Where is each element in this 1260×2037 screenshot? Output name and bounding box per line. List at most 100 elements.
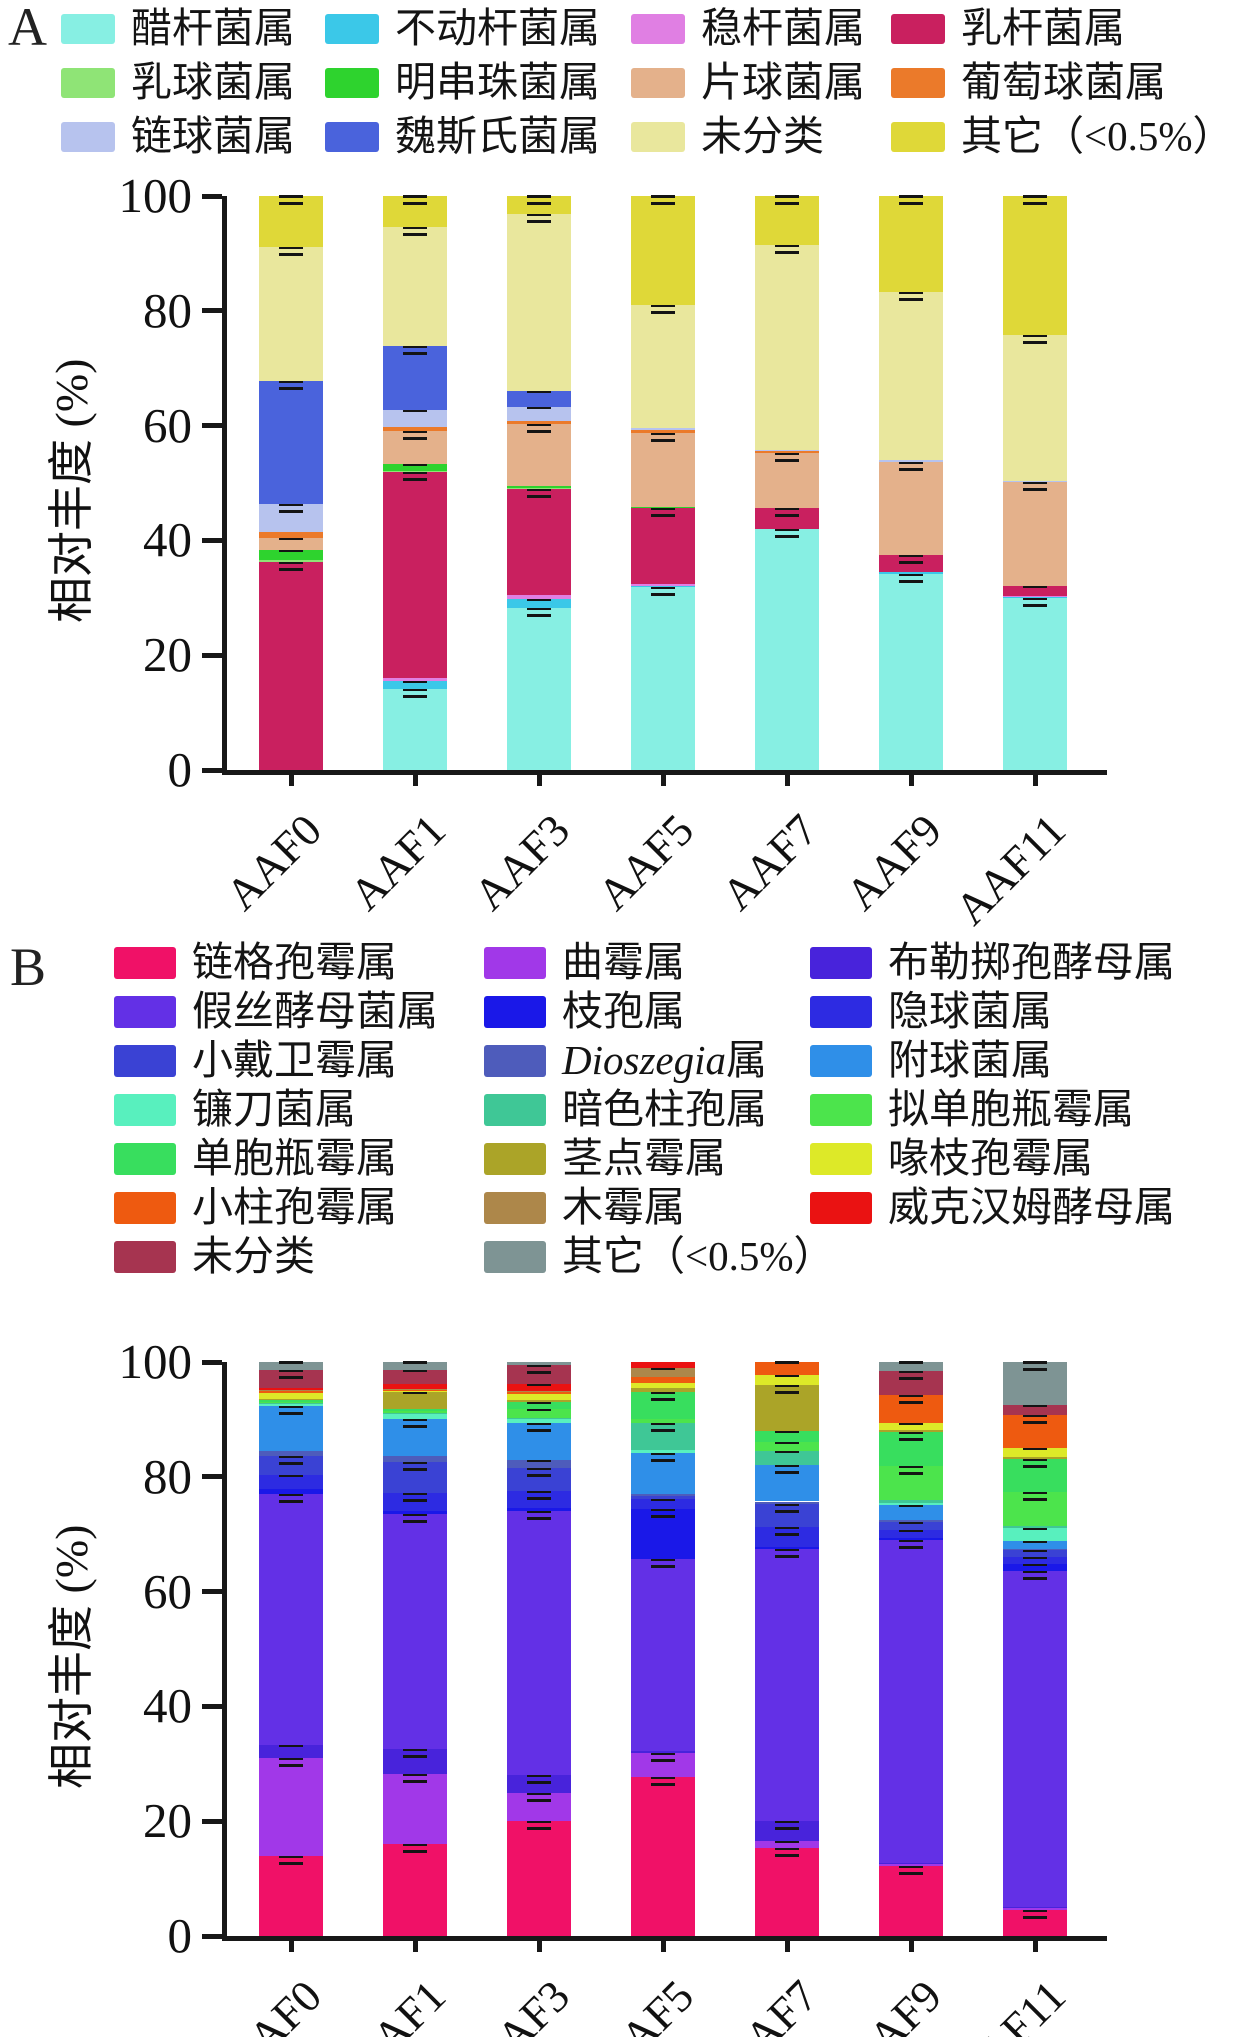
error-bar-cap xyxy=(527,1370,551,1374)
error-bar-cap xyxy=(775,1827,799,1831)
error-bar-cap xyxy=(651,195,675,198)
legend-item: 乳球菌属 xyxy=(61,56,325,110)
bar-segment xyxy=(383,345,447,411)
legend-color-swatch xyxy=(325,14,379,44)
error-bar-cap xyxy=(279,1854,303,1858)
error-bar-cap xyxy=(527,1428,551,1432)
legend-item: 链球菌属 xyxy=(61,110,325,164)
bar-segment xyxy=(631,1753,695,1778)
y-axis-tick xyxy=(202,652,222,658)
stacked-bar-aaf5 xyxy=(631,1362,695,1936)
x-axis-tick xyxy=(784,770,790,786)
bar-segment xyxy=(755,245,819,450)
bar-segment xyxy=(259,1455,323,1475)
legend-series-label: 曲霉属 xyxy=(562,938,685,985)
x-axis-tick xyxy=(908,770,914,786)
error-bar-cap xyxy=(403,1747,427,1751)
legend-color-swatch xyxy=(810,1093,872,1126)
legend-series-label: 链球菌属 xyxy=(131,113,295,160)
bar-segment xyxy=(383,470,447,473)
bar-segment xyxy=(383,1513,447,1749)
bar-segment xyxy=(1003,1456,1067,1460)
bar-segment xyxy=(507,1364,571,1384)
error-bar-cap xyxy=(403,1843,427,1847)
bar-segment xyxy=(507,1402,571,1410)
stacked-bar-aaf11 xyxy=(1003,1361,1067,1936)
error-bar-cap xyxy=(1023,1414,1047,1418)
error-bar-cap xyxy=(1023,1421,1047,1425)
legend-series-label: 稳杆菌属 xyxy=(701,5,865,52)
error-bar-cap xyxy=(899,1370,923,1374)
error-bar-cap xyxy=(899,467,923,471)
error-bar-cap xyxy=(279,1744,303,1748)
bar-segment xyxy=(383,1391,447,1393)
legend-color-swatch xyxy=(810,1044,872,1077)
legend-color-swatch xyxy=(114,1142,176,1175)
legend-item: 其它（<0.5%） xyxy=(484,1232,835,1281)
error-bar-cap xyxy=(527,202,551,205)
error-bar-cap xyxy=(403,463,427,467)
error-bar-cap xyxy=(279,1369,303,1373)
legend-color-swatch xyxy=(484,1044,546,1077)
legend-series-label: 明串珠菌属 xyxy=(395,59,600,106)
error-bar-cap xyxy=(1023,1569,1047,1573)
bar-segment xyxy=(507,1394,571,1400)
y-axis-tick xyxy=(202,1589,222,1595)
bar-segment xyxy=(507,1362,571,1365)
legend-item: 魏斯氏菌属 xyxy=(325,110,631,164)
error-bar-cap xyxy=(651,439,675,443)
error-bar-cap xyxy=(899,298,923,302)
legend-item: 乳杆菌属 xyxy=(891,2,1131,56)
error-bar-cap xyxy=(403,233,427,236)
legend-color-swatch xyxy=(114,1240,176,1273)
error-bar-cap xyxy=(1023,1527,1047,1531)
error-bar-cap xyxy=(775,1383,799,1387)
bar-segment xyxy=(879,1864,943,1866)
error-bar-cap xyxy=(527,195,551,198)
error-bar-cap xyxy=(775,251,799,255)
panel-b-legend: 链格孢霉属 曲霉属 布勒掷孢酵母属 假丝酵母菌属 枝孢属 隐球菌属 小戴卫霉属 Dioszeg… xyxy=(114,938,1175,1281)
legend-item: 假丝酵母菌属 xyxy=(114,987,484,1036)
legend-color-swatch xyxy=(810,995,872,1028)
bar-segment xyxy=(1003,1540,1067,1549)
legend-series-label: 其它（<0.5%） xyxy=(562,1232,835,1279)
legend-series-label: 葡萄球菌属 xyxy=(961,59,1166,106)
error-bar-cap xyxy=(403,471,427,475)
panel-b-letter: B xyxy=(10,937,47,997)
panel-b-plot-area: 0 20 40 60 80 100 AAF0 AAF1 AAF3 AAF5 AAF7 AAF9 AAF1… xyxy=(119,1337,1107,2037)
bar-segment xyxy=(259,1404,323,1407)
panel-a: A 醋杆菌属 不动杆菌属 稳杆菌属 乳杆菌属 乳球菌属 明串珠菌属 片球菌属 葡萄球菌属 链球菌… xyxy=(0,0,1260,934)
error-bar-cap xyxy=(775,1441,799,1445)
bar-segment xyxy=(507,1792,571,1822)
bar-segment xyxy=(755,1442,819,1451)
legend-series-label: 枝孢属 xyxy=(562,987,685,1034)
bar-segment xyxy=(1003,1910,1067,1936)
error-bar-cap xyxy=(1023,596,1047,600)
error-bar-cap xyxy=(899,460,923,464)
bar-segment xyxy=(507,1460,571,1469)
error-bar-cap xyxy=(651,303,675,307)
bar-segment xyxy=(879,1502,943,1505)
bar-segment xyxy=(1003,480,1067,483)
error-bar-cap xyxy=(1023,1465,1047,1469)
legend-series-label: 不动杆菌属 xyxy=(395,5,600,52)
bar-segment xyxy=(259,1745,323,1759)
error-bar-cap xyxy=(527,597,551,601)
bar-segment xyxy=(383,1748,447,1774)
legend-color-swatch xyxy=(61,122,115,152)
bar-segment xyxy=(259,559,323,562)
bar-segment xyxy=(879,460,943,462)
legend-item: 醋杆菌属 xyxy=(61,2,325,56)
error-bar-cap xyxy=(403,430,427,434)
error-bar-cap xyxy=(403,437,427,441)
y-axis-tick xyxy=(202,1359,222,1365)
error-bar-cap xyxy=(403,226,427,229)
error-bar-cap xyxy=(403,687,427,691)
error-bar-cap xyxy=(1023,584,1047,588)
error-bar-cap xyxy=(1023,1458,1047,1462)
legend-item: 稳杆菌属 xyxy=(631,2,891,56)
legend-color-swatch xyxy=(114,1044,176,1077)
bar-segment xyxy=(383,426,447,432)
error-bar-cap xyxy=(279,195,303,198)
bar-segment xyxy=(383,688,447,770)
